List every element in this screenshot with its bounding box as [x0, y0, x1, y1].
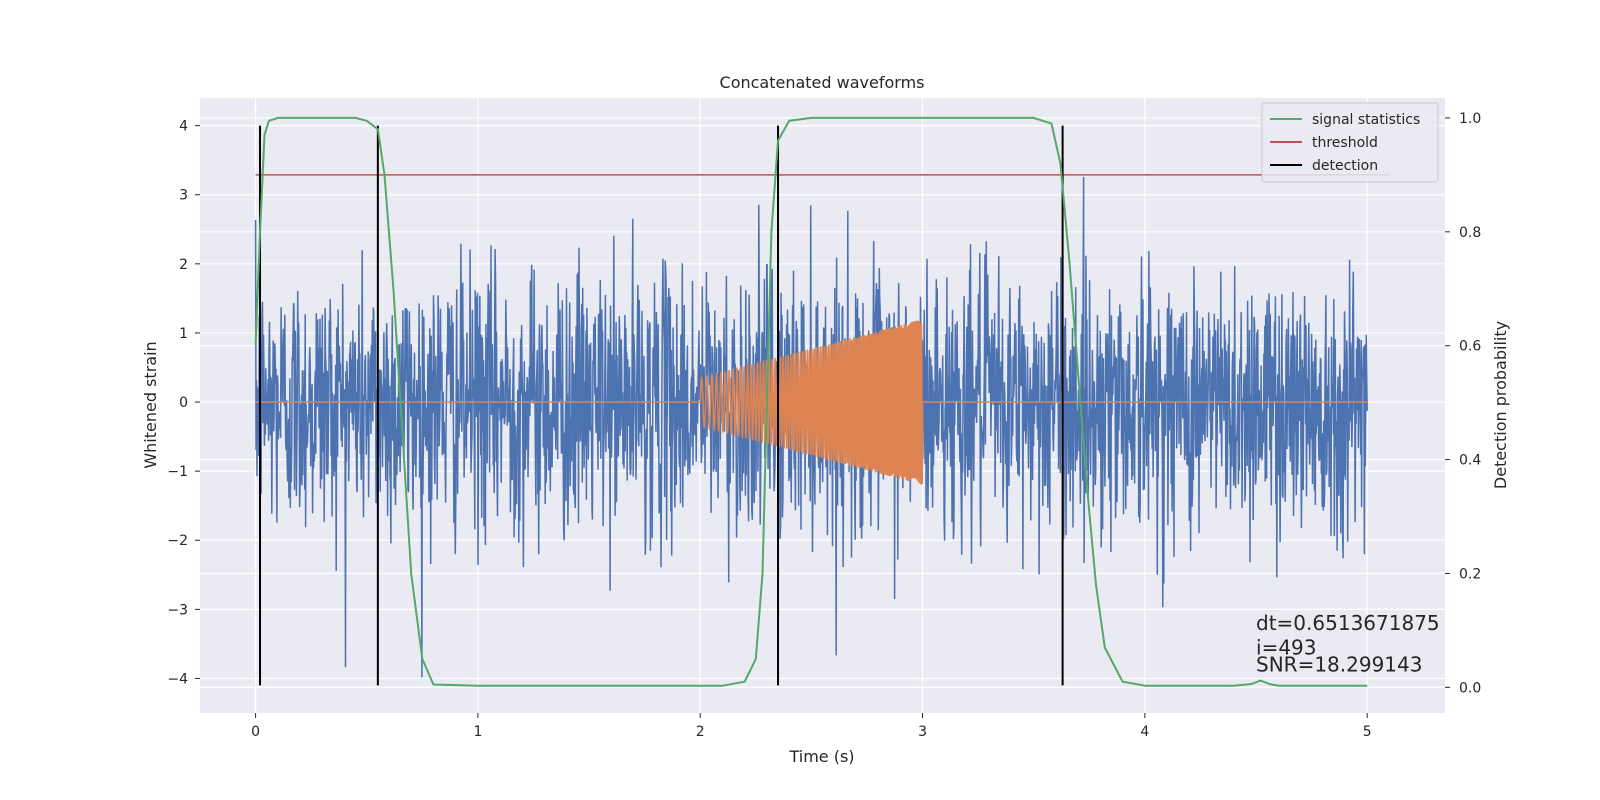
legend-label: detection — [1312, 158, 1378, 174]
y-tick-label: −3 — [167, 602, 188, 618]
x-tick-label: 5 — [1363, 724, 1372, 740]
legend: signal statistics threshold detection — [1261, 102, 1439, 183]
y-tick-label: 4 — [179, 119, 188, 135]
y2-tick-label: 1.0 — [1459, 111, 1481, 127]
x-tick-label: 3 — [918, 724, 927, 740]
signal-statistics-line — [254, 116, 1368, 687]
x-tick-label: 4 — [1140, 724, 1149, 740]
y-tick-label: −4 — [167, 671, 188, 687]
y2-axis-label: Detection probability — [1491, 321, 1510, 489]
series-layer — [254, 116, 1390, 687]
x-tick-label: 2 — [696, 724, 705, 740]
y2-tick-label: 0.4 — [1459, 453, 1481, 469]
tick-layer: 0 1 2 3 4 5 −4 −3 −2 −1 0 1 2 3 4 0.0 0.2 0.4 0.6 0.8 1.0 — [167, 111, 1481, 740]
x-axis-label: Time (s) — [788, 747, 854, 766]
injection-series-line — [255, 320, 1368, 485]
annotation-text: SNR=18.299143 — [1256, 653, 1422, 677]
legend-label: signal statistics — [1312, 112, 1420, 128]
y-tick-label: −1 — [167, 464, 188, 480]
x-tick-label: 1 — [473, 724, 482, 740]
y2-tick-label: 0.0 — [1459, 680, 1481, 696]
y2-tick-label: 0.8 — [1459, 225, 1481, 241]
chart-title: Concatenated waveforms — [720, 73, 925, 92]
legend-label: threshold — [1312, 135, 1378, 151]
y-axis-label: Whitened strain — [141, 341, 160, 468]
legend-box — [1261, 102, 1439, 183]
y-tick-label: 2 — [179, 257, 188, 273]
y2-tick-label: 0.6 — [1459, 339, 1481, 355]
y-tick-label: 1 — [179, 326, 188, 342]
y-tick-label: −2 — [167, 533, 188, 549]
annotation-text: dt=0.6513671875 — [1256, 611, 1440, 635]
y-tick-label: 0 — [179, 395, 188, 411]
y2-tick-label: 0.2 — [1459, 566, 1481, 582]
annotation-text: i=493 — [1256, 635, 1317, 659]
y-tick-label: 3 — [179, 188, 188, 204]
x-tick-label: 0 — [251, 724, 260, 740]
